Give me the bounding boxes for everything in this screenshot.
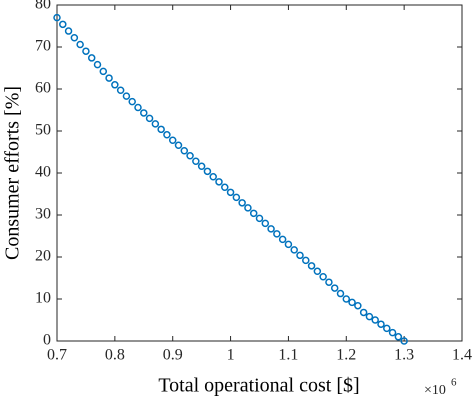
x-tick-label: 1.2 <box>336 347 356 364</box>
point <box>192 157 200 165</box>
point <box>151 120 160 128</box>
point <box>238 199 246 207</box>
y-tick-label: 40 <box>35 164 51 181</box>
y-tick-label: 10 <box>35 290 51 307</box>
point <box>105 74 113 82</box>
point <box>174 141 183 150</box>
point <box>313 267 322 276</box>
point <box>209 173 217 181</box>
point <box>261 219 270 228</box>
point <box>290 246 298 254</box>
point <box>365 312 374 321</box>
point <box>249 209 258 218</box>
point <box>400 337 408 345</box>
x-tick-label: 1.3 <box>394 347 414 364</box>
x-multiplier-exponent: 6 <box>451 377 457 389</box>
point <box>53 13 61 22</box>
x-multiplier: ×10 <box>424 383 446 398</box>
point <box>278 235 287 244</box>
y-tick-label: 70 <box>35 38 51 55</box>
point <box>354 301 362 310</box>
point <box>255 214 264 223</box>
point <box>273 230 281 238</box>
plot-box <box>56 4 463 342</box>
x-tick-label: 0.8 <box>105 347 125 364</box>
point <box>342 295 351 303</box>
x-tick-label: 1.4 <box>452 347 472 364</box>
point <box>348 298 356 307</box>
x-axis-label: Total operational cost [$] <box>158 375 359 397</box>
point <box>221 183 229 192</box>
point <box>359 308 368 317</box>
x-tick-label: 1 <box>227 347 235 364</box>
point <box>180 146 189 155</box>
point <box>186 152 194 160</box>
point <box>203 167 212 176</box>
point <box>371 316 379 324</box>
x-tick-label: 0.9 <box>163 347 183 364</box>
point <box>244 204 252 212</box>
point <box>296 251 304 260</box>
point <box>59 20 67 29</box>
point <box>307 262 316 270</box>
point <box>284 240 293 249</box>
point <box>330 284 339 292</box>
point <box>325 278 333 286</box>
point <box>93 60 102 69</box>
y-axis-label: Consumer efforts [%] <box>2 86 24 260</box>
point <box>76 40 84 49</box>
point <box>116 86 125 95</box>
point <box>163 131 171 139</box>
point <box>70 34 79 42</box>
y-tick-label: 30 <box>35 206 51 223</box>
point <box>232 193 241 202</box>
point <box>215 178 223 186</box>
y-tick-label: 20 <box>35 248 51 265</box>
point <box>157 125 165 134</box>
y-tick-label: 80 <box>35 0 51 13</box>
point <box>128 97 136 106</box>
point <box>302 256 310 265</box>
point <box>394 333 403 341</box>
point <box>267 225 275 233</box>
point <box>122 92 131 100</box>
point <box>383 324 391 333</box>
point <box>87 54 96 62</box>
point <box>377 320 385 328</box>
point <box>226 188 235 197</box>
point <box>319 272 327 281</box>
y-tick-label: 0 <box>43 332 51 349</box>
x-tick-label: 1.1 <box>278 347 298 364</box>
point <box>99 67 108 76</box>
point <box>388 328 397 337</box>
point <box>111 81 119 89</box>
y-tick-label: 50 <box>35 122 51 139</box>
point <box>64 27 73 35</box>
point <box>82 47 90 55</box>
point <box>134 103 142 112</box>
y-tick-label: 60 <box>35 80 51 97</box>
point <box>336 289 345 298</box>
point <box>140 109 148 117</box>
point <box>145 114 154 123</box>
x-tick-label: 0.7 <box>47 347 67 364</box>
point <box>197 162 206 171</box>
point <box>168 136 177 144</box>
